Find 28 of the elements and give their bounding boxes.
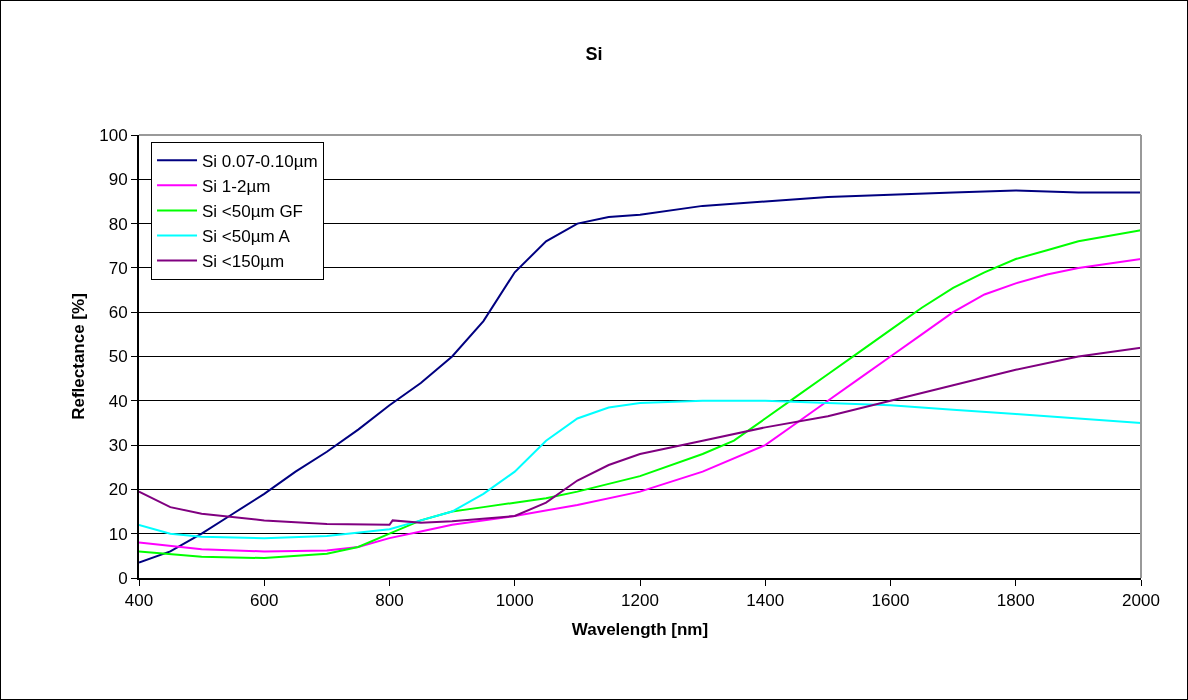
y-tick-label: 80	[108, 214, 128, 234]
x-tick-label: 1000	[495, 591, 534, 611]
y-axis-title: Reflectance [%]	[69, 293, 89, 420]
x-tick-label: 800	[375, 591, 404, 611]
chart-title: Si	[585, 43, 603, 64]
y-tick-label: 40	[108, 391, 128, 411]
x-tick-label: 2000	[1122, 591, 1160, 611]
x-tick-label: 1600	[871, 591, 910, 611]
legend-label: Si <50µm GF	[202, 202, 303, 222]
y-tick-label: 90	[108, 170, 128, 190]
y-tick-label: 70	[108, 258, 128, 278]
y-tick-label: 100	[99, 125, 128, 145]
x-tick-label: 400	[124, 591, 154, 611]
y-tick-label: 50	[108, 347, 128, 367]
y-tick-label: 60	[108, 303, 128, 323]
x-axis-title: Wavelength [nm]	[571, 620, 709, 640]
legend-label: Si 1-2µm	[202, 176, 271, 196]
y-tick-label: 0	[118, 568, 128, 588]
y-tick-label: 10	[108, 524, 128, 544]
y-tick-label: 20	[108, 480, 128, 500]
x-tick-label: 1400	[746, 591, 785, 611]
x-tick-label: 1200	[621, 591, 659, 611]
x-tick-label: 1800	[996, 591, 1035, 611]
legend-label: Si <150µm	[202, 252, 285, 272]
x-tick-label: 600	[250, 591, 279, 611]
legend-label: Si <50µm A	[202, 227, 291, 247]
legend-label: Si 0.07-0.10µm	[202, 151, 318, 171]
y-tick-label: 30	[108, 436, 128, 456]
